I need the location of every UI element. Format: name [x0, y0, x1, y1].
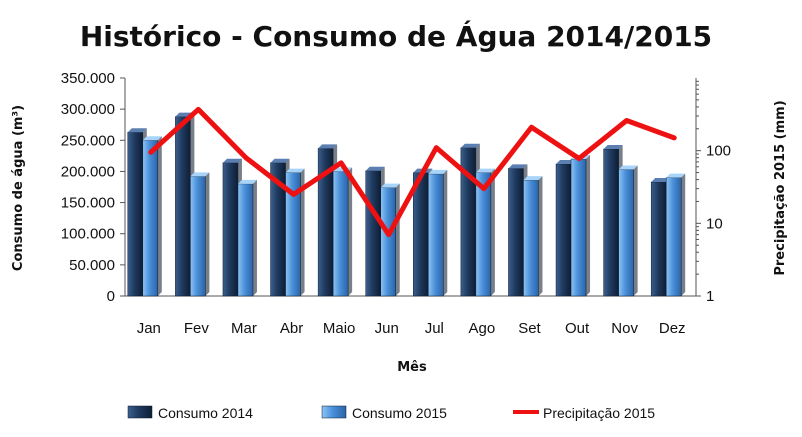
y-tick-label: 350.000: [61, 70, 115, 87]
bar: [428, 169, 448, 297]
legend-item: Precipitação 2015: [513, 405, 655, 421]
legend-label: Consumo 2014: [158, 405, 253, 421]
y2-tick-label: 1: [706, 288, 714, 305]
y-tick-label: 150.000: [61, 195, 115, 212]
legend-item: Consumo 2015: [321, 405, 447, 421]
y-tick-label: 50.000: [69, 257, 115, 274]
legend: Consumo 2014 Consumo 2015 Precipitação 201…: [127, 405, 655, 421]
y2-tick-label: 100: [706, 143, 731, 160]
legend-label: Consumo 2015: [352, 405, 447, 421]
x-tick-label: Jan: [137, 320, 161, 337]
y-tick-label: 250.000: [61, 132, 115, 149]
x-tick-label: Jun: [375, 320, 399, 337]
x-tick-label: Mar: [231, 320, 257, 337]
x-tick-label: Set: [518, 320, 541, 337]
bar: [380, 183, 400, 297]
bar: [237, 179, 257, 297]
bar: [332, 167, 353, 297]
y-tick-label: 0: [107, 288, 115, 305]
bar: [142, 136, 162, 297]
x-tick-label: Maio: [323, 320, 356, 337]
bar: [570, 154, 591, 297]
x-tick-label: Dez: [659, 320, 686, 337]
precipitation-line: [148, 106, 677, 238]
bar: [475, 168, 495, 297]
legend-label: Precipitação 2015: [543, 405, 655, 421]
y2-tick-label: 10: [706, 215, 723, 232]
x-tick-label: Jul: [425, 320, 444, 337]
bar: [285, 168, 305, 297]
x-tick-label: Out: [565, 320, 590, 337]
bar: [190, 172, 210, 297]
y-axis-title: Consumo de água (m³): [11, 105, 26, 271]
y-tick-label: 100.000: [61, 226, 115, 243]
bar: [523, 176, 543, 297]
x-tick-label: Ago: [469, 320, 496, 337]
x-tick-label: Abr: [280, 320, 303, 337]
x-tick-label: Nov: [611, 320, 638, 337]
x-axis-title: Mês: [397, 360, 427, 375]
x-tick-label: Fev: [184, 320, 210, 337]
y-tick-label: 200.000: [61, 163, 115, 180]
legend-item: Consumo 2014: [127, 405, 253, 421]
y-tick-label: 300.000: [61, 101, 115, 118]
bar: [618, 165, 638, 297]
legend-swatch: [127, 405, 153, 419]
chart-title: Histórico - Consumo de Água 2014/2015: [80, 19, 712, 53]
y2-axis-title: Precipitação 2015 (mm): [773, 100, 788, 275]
legend-swatch: [321, 405, 347, 419]
plot-area: 0 50.000 100.000 150.000 200.000 250.000 300.0…: [61, 70, 731, 337]
bar: [665, 173, 686, 297]
